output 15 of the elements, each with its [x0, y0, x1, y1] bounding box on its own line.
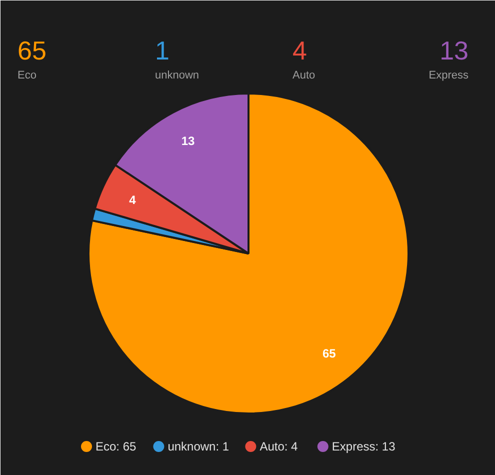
text: 65 — [18, 36, 46, 66]
text: unknown — [155, 70, 200, 82]
text: Express — [428, 70, 469, 82]
data-label: 65 — [322, 346, 336, 360]
text: Auto — [292, 70, 316, 82]
legend-label: Express: 13 — [332, 440, 396, 454]
legend-label: Eco: 65 — [96, 440, 137, 454]
text: 13 — [440, 36, 468, 66]
text: 1 — [155, 36, 170, 66]
legend-label: Auto: 4 — [260, 440, 298, 454]
data-label: 4 — [129, 193, 136, 208]
text: Eco — [18, 70, 36, 82]
legend-label: unknown: 1 — [168, 440, 230, 454]
text: 4 — [292, 36, 307, 66]
data-label: 13 — [181, 134, 196, 148]
